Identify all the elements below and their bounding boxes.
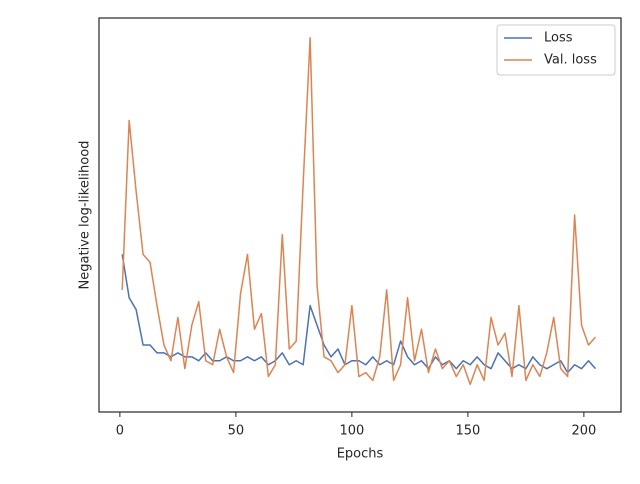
x-tick-label: 200	[571, 424, 596, 439]
y-axis-label: Negative log-likelihood	[78, 141, 93, 290]
legend-label: Loss	[544, 31, 573, 46]
x-tick-label: 100	[339, 424, 364, 439]
line-series	[121, 254, 597, 374]
x-tick-label: 0	[116, 424, 124, 439]
plot-frame	[98, 17, 622, 413]
x-tick-label: 150	[455, 424, 480, 439]
x-tick-label: 50	[228, 424, 245, 439]
legend-label: Val. loss	[544, 53, 597, 68]
line-series	[121, 36, 597, 386]
x-axis-label: Epochs	[337, 447, 384, 462]
